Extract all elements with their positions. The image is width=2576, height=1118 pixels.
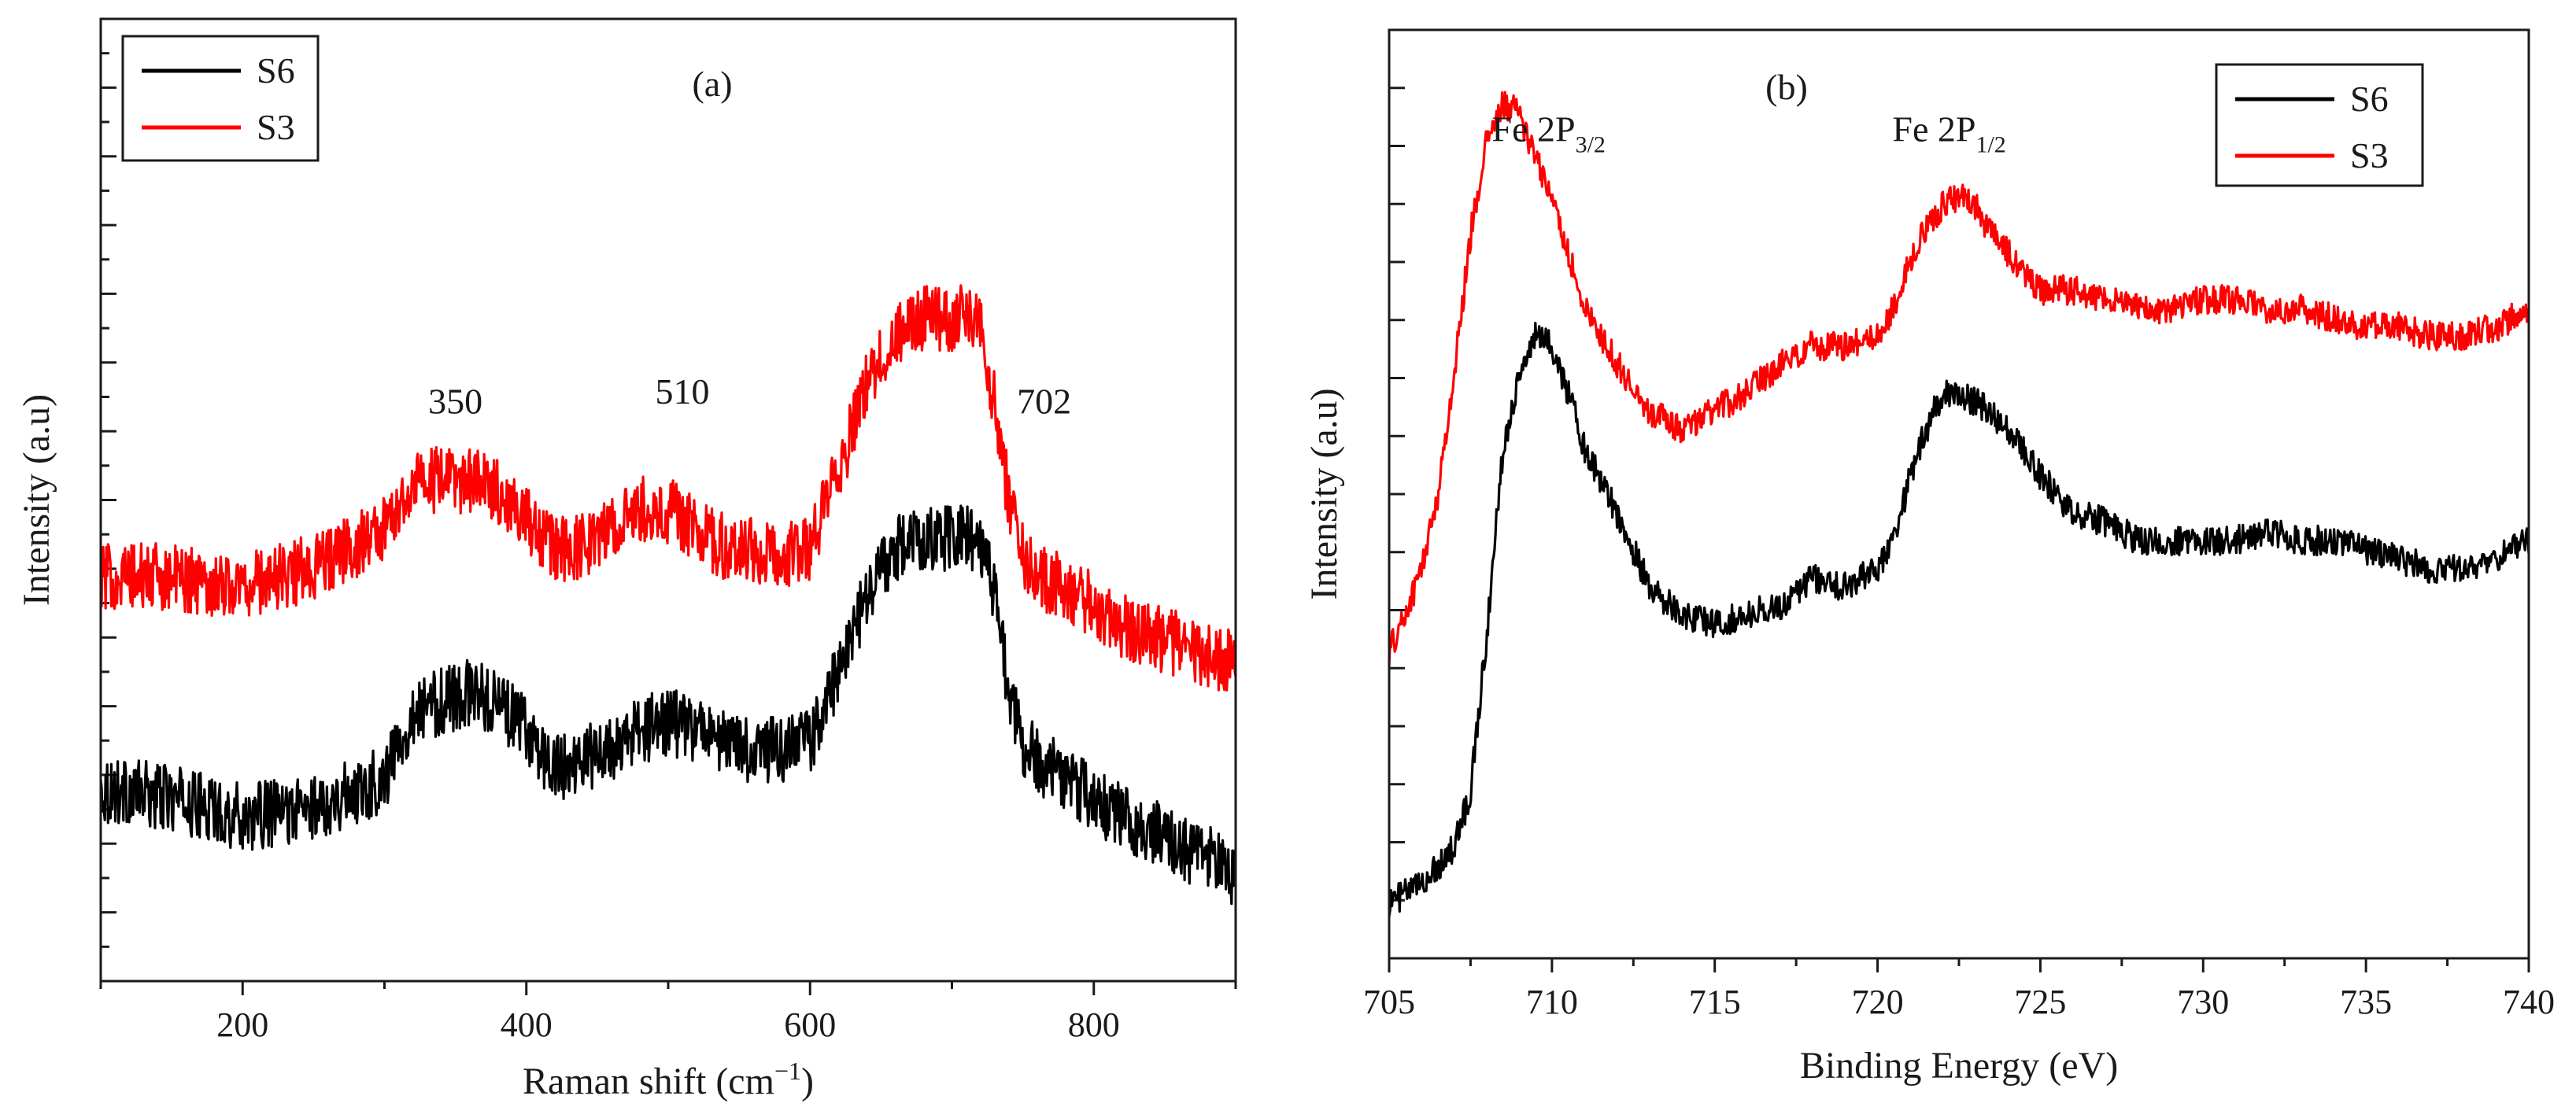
peak-annotation-text: 510: [656, 371, 710, 411]
peak-annotation: 702: [1017, 381, 1071, 421]
series-line-s3: [99, 284, 1237, 692]
peak-annotation: 350: [428, 381, 482, 421]
panel-a-annotations: 350 510 702: [428, 371, 1071, 421]
peak-annotation: Fe 2P3/2: [1492, 109, 1606, 158]
x-tick-label: 200: [216, 1005, 268, 1044]
panel-a-legend: S6 S3: [121, 35, 320, 162]
x-tick-label: 710: [1526, 983, 1578, 1021]
panel-a-axes-frame: [99, 17, 1237, 983]
panel-b-legend-label-s6: S6: [2350, 79, 2389, 119]
panel-a-raman: 200 400 600 800 (a) Raman shift (cm−1) Inte…: [16, 17, 1237, 1102]
panel-b-y-axis-title: Intensity (a.u): [1303, 388, 1345, 600]
panel-b-label: (b): [1765, 67, 1808, 107]
panel-a-xlabel-superscript: −1: [774, 1057, 801, 1085]
x-tick-label: 400: [501, 1005, 553, 1044]
panel-b-axes-frame: [1388, 28, 2530, 960]
x-tick-label: 800: [1068, 1005, 1120, 1044]
panel-b-legend: S6 S3: [2215, 63, 2424, 187]
panel-b-legend-label-s3: S3: [2350, 135, 2389, 175]
panel-a-xlabel-suffix: ): [801, 1061, 814, 1102]
panel-a-label: (a): [692, 64, 732, 104]
panel-b-xps: 705 710 715 720 725 730 735 740 (b) Binding Ene…: [1303, 28, 2555, 1087]
peak-annotation-text: 702: [1017, 381, 1071, 421]
peak-annotation-text: Fe 2P: [1892, 109, 1975, 149]
panel-a-y-axis-title: Intensity (a.u): [16, 394, 57, 606]
panel-b-legend-box: [2215, 63, 2424, 187]
panel-b-x-axis-title: Binding Energy (eV): [1800, 1045, 2118, 1087]
x-tick-label: 735: [2340, 983, 2392, 1021]
peak-annotation-text: 350: [428, 381, 482, 421]
x-tick-label: 730: [2177, 983, 2229, 1021]
peak-annotation: Fe 2P1/2: [1892, 109, 2005, 158]
x-tick-label: 600: [784, 1005, 836, 1044]
panel-a-x-axis-title: Raman shift (cm−1): [523, 1057, 814, 1102]
x-tick-label: 725: [2014, 983, 2066, 1021]
series-line-s6: [99, 504, 1237, 906]
peak-annotation: 510: [656, 371, 710, 411]
panel-a-xlabel-main: Raman shift (cm: [523, 1061, 774, 1102]
panel-b-series: [1388, 90, 2530, 917]
x-tick-label: 720: [1852, 983, 1904, 1021]
peak-annotation-subscript: 1/2: [1975, 132, 2005, 158]
peak-annotation-text: Fe 2P: [1492, 109, 1576, 149]
x-tick-label: 715: [1689, 983, 1741, 1021]
panel-a-legend-label-s3: S3: [257, 107, 295, 147]
panel-b-annotations: Fe 2P3/2 Fe 2P1/2: [1492, 109, 2006, 158]
series-line-s6: [1388, 321, 2530, 917]
panel-a-series: [99, 284, 1237, 906]
panel-a-legend-label-s6: S6: [257, 50, 295, 90]
panel-b-y-ticks: [1389, 87, 1405, 902]
peak-annotation-subscript: 3/2: [1576, 132, 1606, 158]
x-tick-label: 705: [1363, 983, 1415, 1021]
x-tick-label: 740: [2503, 983, 2555, 1021]
series-line-s3: [1388, 90, 2530, 666]
panel-b-x-ticks: 705 710 715 720 725 730 735 740: [1363, 958, 2555, 1021]
panel-a-legend-box: [121, 35, 320, 162]
panel-a-x-ticks: 200 400 600 800: [99, 981, 1237, 1044]
